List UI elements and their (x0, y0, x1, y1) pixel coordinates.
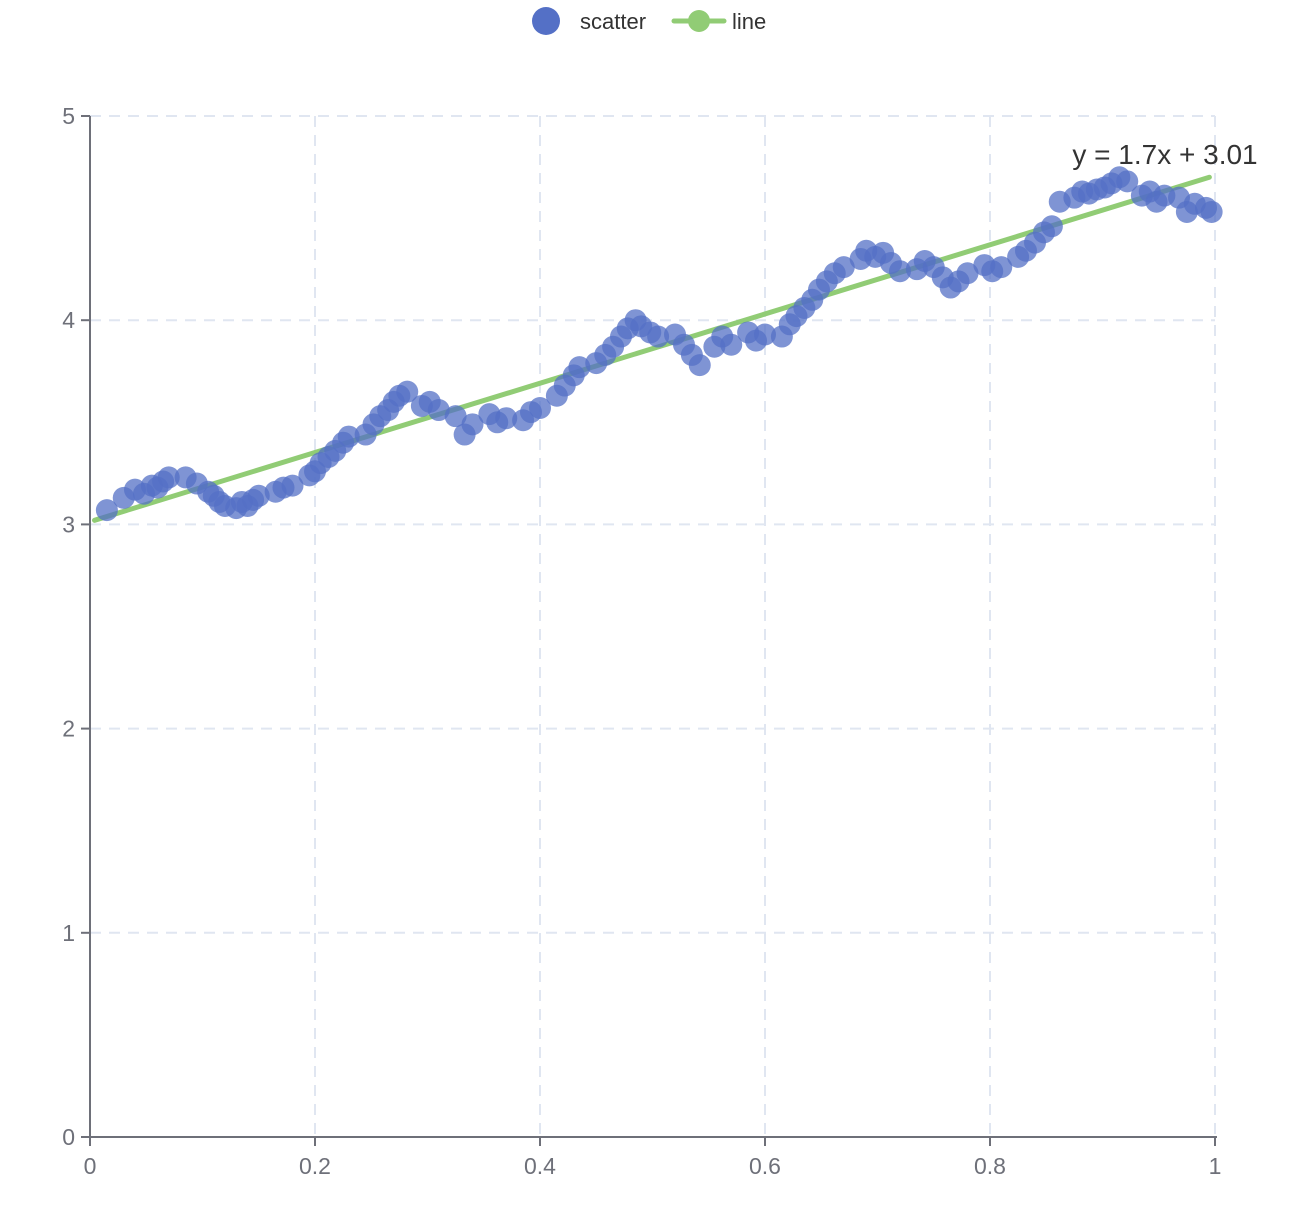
scatter-point[interactable] (396, 380, 419, 403)
x-tick-label: 0 (84, 1153, 97, 1179)
scatter-point[interactable] (529, 397, 551, 420)
scatter-point[interactable] (427, 399, 450, 422)
scatter-point[interactable] (1116, 170, 1139, 193)
scatter-point[interactable] (461, 413, 484, 436)
scatter-point[interactable] (832, 256, 855, 279)
fit-equation-label: y = 1.7x + 3.01 (1072, 139, 1257, 170)
scatter-point[interactable] (157, 466, 180, 489)
scatter-point[interactable] (95, 499, 118, 522)
scatter-point[interactable] (337, 425, 360, 448)
line-legend-marker-dot-icon (688, 10, 710, 32)
y-tick-label: 0 (62, 1124, 75, 1150)
scatter-series (95, 166, 1223, 522)
y-tick-label: 3 (62, 511, 75, 537)
scatter-point[interactable] (444, 405, 467, 428)
legend-label-scatter: scatter (580, 9, 646, 34)
scatter-point[interactable] (495, 407, 518, 430)
y-tick-label: 4 (62, 307, 75, 333)
scatter-point[interactable] (568, 356, 591, 379)
line-series (92, 174, 1212, 523)
scatter-legend-marker-icon (532, 7, 560, 35)
scatter-point[interactable] (990, 256, 1013, 279)
scatter-point[interactable] (1040, 215, 1063, 238)
x-tick-label: 0.4 (524, 1153, 556, 1179)
y-tick-label: 2 (62, 716, 75, 742)
scatter-point[interactable] (889, 260, 911, 283)
fit-line (92, 174, 1212, 523)
legend-label-line: line (732, 9, 766, 34)
y-tick-label: 1 (62, 920, 75, 946)
grid (90, 115, 1216, 1137)
y-tick-label: 5 (62, 103, 75, 129)
legend: scatter line (532, 7, 766, 35)
legend-item-line[interactable]: line (671, 9, 766, 34)
axes: 0 1 2 3 4 5 0 0.2 0.4 0.6 0.8 1 (62, 103, 1221, 1179)
x-tick-label: 1 (1209, 1153, 1222, 1179)
legend-item-scatter[interactable]: scatter (532, 7, 646, 35)
scatter-point[interactable] (647, 325, 670, 348)
scatter-point[interactable] (956, 262, 979, 285)
scatter-point[interactable] (247, 484, 270, 507)
scatter-point[interactable] (281, 474, 304, 497)
x-tick-label: 0.2 (299, 1153, 331, 1179)
scatter-point[interactable] (754, 323, 776, 346)
x-tick-label: 0.8 (974, 1153, 1006, 1179)
x-tick-label: 0.6 (749, 1153, 781, 1179)
scatter-point[interactable] (720, 333, 743, 356)
scatter-point[interactable] (1200, 200, 1223, 223)
scatter-point[interactable] (688, 354, 711, 377)
